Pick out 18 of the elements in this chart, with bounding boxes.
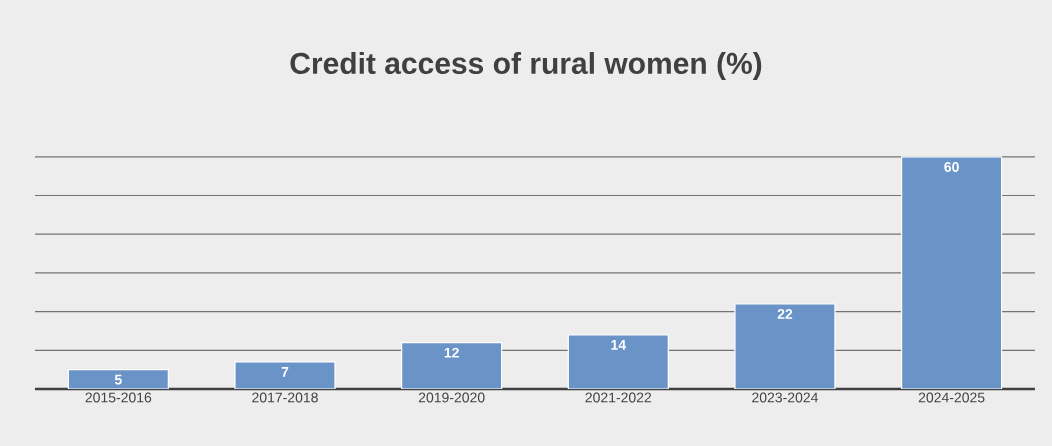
bar <box>567 334 669 389</box>
x-tick-label: 2021-2022 <box>585 392 652 403</box>
data-label: 12 <box>444 347 459 358</box>
x-tick-label: 2019-2020 <box>418 392 485 403</box>
x-tick-label: 2023-2024 <box>752 392 818 403</box>
bar <box>901 156 1003 389</box>
bar <box>734 303 836 389</box>
data-label: 14 <box>611 340 627 350</box>
data-label: 60 <box>944 162 959 172</box>
chart-title: Credit access of rural women (%) <box>290 52 762 80</box>
x-tick-label: 2017-2018 <box>252 392 318 403</box>
bar <box>401 341 503 389</box>
data-label: 7 <box>281 367 289 377</box>
data-label: 22 <box>777 309 793 319</box>
x-tick-label: 2024-2025 <box>918 392 985 403</box>
bar <box>67 369 169 389</box>
x-tick-label: 2015-2016 <box>85 392 152 403</box>
data-label: 5 <box>114 374 122 385</box>
